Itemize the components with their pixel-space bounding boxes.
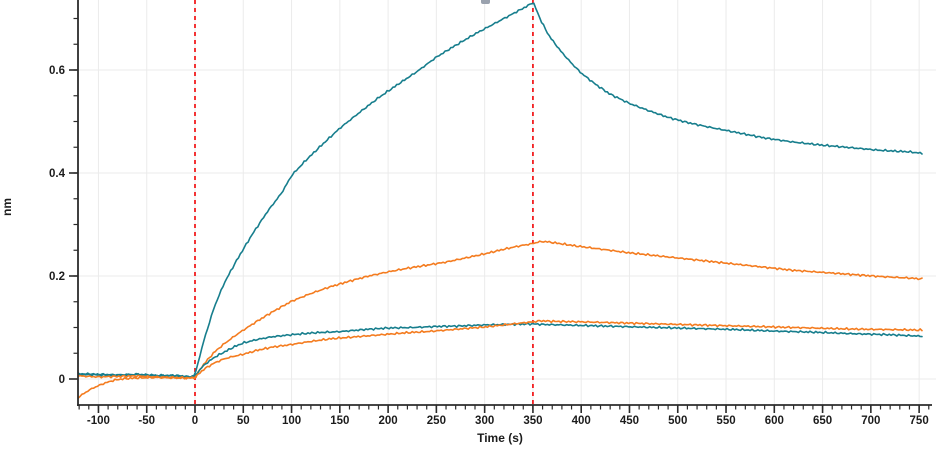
x-tick-label: 600 <box>765 415 784 427</box>
y-axis-label: nm <box>0 198 14 216</box>
x-tick-label: 550 <box>716 415 735 427</box>
x-tick-label: 150 <box>330 415 349 427</box>
y-tick-label: 0.6 <box>49 65 65 77</box>
x-tick-label: 400 <box>572 415 591 427</box>
x-tick-label: 750 <box>910 415 929 427</box>
x-tick-label: -50 <box>138 415 155 427</box>
x-tick-label: 650 <box>813 415 832 427</box>
x-tick-label: 450 <box>620 415 639 427</box>
binding-curve-orange-low <box>77 319 923 380</box>
binding-curve-orange-high <box>77 240 923 399</box>
y-tick-label: 0.2 <box>49 271 65 283</box>
x-tick-label: 300 <box>475 415 494 427</box>
binding-curve-teal-high <box>77 2 923 379</box>
x-tick-label: 700 <box>861 415 880 427</box>
x-tick-label: 500 <box>668 415 687 427</box>
x-axis-label: Time (s) <box>477 431 523 445</box>
x-tick-label: 0 <box>192 415 198 427</box>
x-tick-label: 200 <box>379 415 398 427</box>
x-tick-label: 350 <box>523 415 542 427</box>
clipped-annotation-fragment <box>481 0 490 4</box>
y-tick-label: 0.4 <box>49 168 66 180</box>
x-tick-label: 100 <box>282 415 301 427</box>
y-tick-label: 0 <box>59 374 65 386</box>
x-tick-label: 50 <box>237 415 250 427</box>
x-tick-label: 250 <box>427 415 446 427</box>
x-tick-label: -100 <box>87 415 110 427</box>
